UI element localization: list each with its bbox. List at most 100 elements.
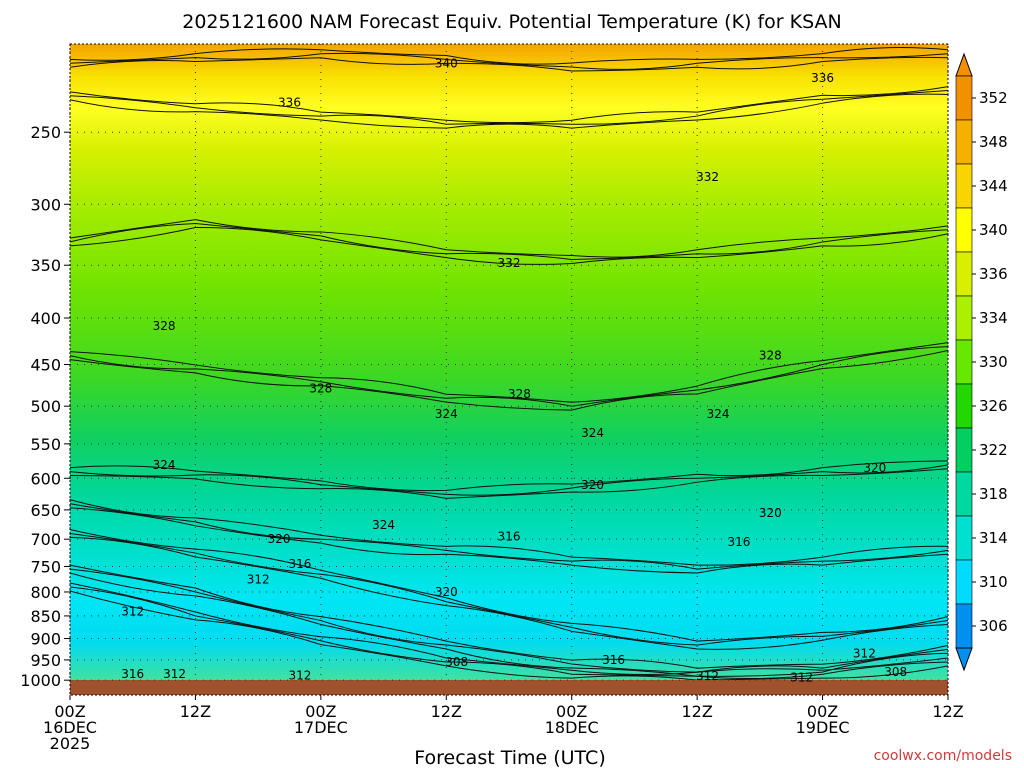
colorbar-label-314: 314 [979,529,1008,547]
x-tick-label-72-0: 00Z [807,702,838,721]
colorbar-label-352: 352 [979,89,1008,107]
y-axis: 250 300 350 400 450 500 550 600 650 700 750 800 850 9… [20,123,70,690]
contour-label-332: 332 [696,170,719,184]
contour-line-328 [70,350,948,411]
x-tick-label-36-0: 12Z [431,702,462,721]
colorbar-label-318: 318 [979,485,1008,503]
y-tick-label-400: 400 [30,309,61,328]
contour-line-336 [70,86,948,124]
colorbar: 352 348 344 340 336 334 330 326 322 318 314 310 306 [955,52,1008,672]
x-tick-label-48-1: 18DEC [545,718,599,737]
contour-label-312: 312 [247,572,270,586]
colorbar-label-330: 330 [979,353,1008,371]
y-tick-label-500: 500 [30,397,61,416]
contour-line-320 [70,503,948,570]
plot-area: 340 336 336 332 332 328 328 328 328 324 324 324 324 3… [69,43,949,696]
colorbar-label-336: 336 [979,265,1008,283]
contour-label-316: 316 [602,653,625,667]
contour-label-328: 328 [309,381,332,395]
colorbar-label-344: 344 [979,177,1008,195]
contour-label-320: 320 [435,585,458,599]
contour-label-320: 320 [759,506,782,520]
colorbar-swatch-11 [955,559,973,605]
theta-e-field [70,44,948,680]
contour-line-336 [70,90,948,125]
contour-line-320 [70,507,948,574]
colorbar-top-arrow [955,52,973,77]
contour-line-340 [70,56,948,72]
y-tick-label-750: 750 [30,557,61,576]
contour-line-312 [70,572,948,677]
contour-label-328: 328 [153,319,176,333]
contour-line-310 [70,582,948,676]
colorbar-swatch-9 [955,471,973,517]
contour-line-336 [70,93,948,129]
contour-line-312 [70,564,948,669]
x-tick-label-24-1: 17DEC [294,718,348,737]
y-tick-label-600: 600 [30,469,61,488]
contour-lines [70,46,948,680]
contour-label-336: 336 [811,71,834,85]
contour-label-324: 324 [707,407,730,421]
colorbar-swatch-1 [955,119,973,165]
y-tick-label-1000: 1000 [20,671,61,690]
contour-label-336: 336 [278,96,301,110]
colorbar-swatch-12 [955,603,973,649]
contour-label-312: 312 [853,647,876,661]
colorbar-label-326: 326 [979,397,1008,415]
contour-label-320: 320 [863,461,886,475]
contour-line-324 [70,460,948,492]
colorbar-label-310: 310 [979,573,1008,591]
x-tick-label-60-0: 12Z [681,702,712,721]
colorbar-swatch-0 [955,75,973,121]
contour-label-324: 324 [372,518,395,532]
colorbar-label-334: 334 [979,309,1008,327]
contour-label-320: 320 [268,532,291,546]
contour-label-312: 312 [163,667,186,681]
contour-label-316: 316 [727,535,750,549]
y-tick-label-250: 250 [30,123,61,142]
colorbar-swatch-10 [955,515,973,561]
y-tick-label-350: 350 [30,256,61,275]
y-tick-label-900: 900 [30,630,61,649]
ground-surface [70,680,948,695]
x-tick-label-12-0: 12Z [180,702,211,721]
contour-line-332 [70,226,948,265]
contour-label-308: 308 [445,655,468,669]
credit-text: coolwx.com/models [874,748,1012,764]
contour-label-308: 308 [884,665,907,679]
colorbar-swatch-4 [955,251,973,297]
colorbar-label-322: 322 [979,441,1008,459]
contour-line-316 [70,533,948,646]
contour-line-316 [70,536,948,650]
contour-line-316 [70,529,948,642]
y-tick-label-800: 800 [30,583,61,602]
contour-label-324: 324 [581,426,604,440]
colorbar-swatch-3 [955,207,973,253]
colorbar-label-348: 348 [979,133,1008,151]
contour-label-312: 312 [288,668,311,682]
colorbar-swatch-2 [955,163,973,209]
colorbar-swatch-7 [955,383,973,429]
contour-label-312: 312 [790,670,813,684]
contour-line-324 [70,468,948,499]
contour-label-312: 312 [121,604,144,618]
y-tick-label-950: 950 [30,651,61,670]
contour-label-316: 316 [288,557,311,571]
y-tick-label-700: 700 [30,530,61,549]
contour-line-328 [70,342,948,403]
colorbar-label-340: 340 [979,221,1008,239]
contour-line-310 [70,590,948,680]
contour-label-340: 340 [435,56,458,70]
chart-title: 2025121600 NAM Forecast Equiv. Potential… [182,11,841,33]
contour-label-328: 328 [759,349,782,363]
colorbar-label-306: 306 [979,617,1008,635]
y-tick-label-550: 550 [30,435,61,454]
x-tick-label-0-1: 16DEC [43,718,97,737]
x-tick-label-72-1: 19DEC [796,718,850,737]
contour-line-340 [70,52,948,70]
contour-label-320: 320 [581,478,604,492]
contour-line-340 [70,46,948,65]
contour-label-328: 328 [508,387,531,401]
colorbar-swatch-5 [955,295,973,341]
